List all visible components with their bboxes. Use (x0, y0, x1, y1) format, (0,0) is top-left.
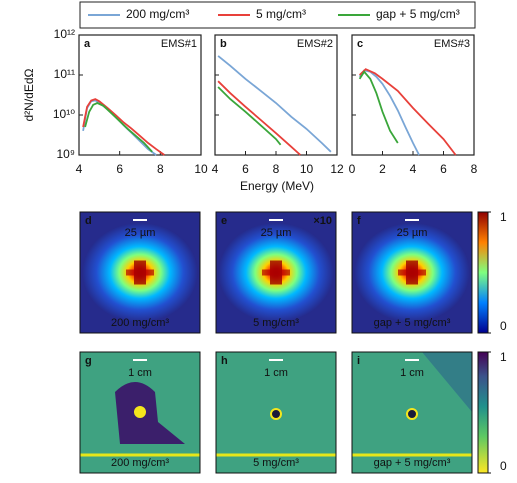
x-tick-label: 10 (300, 162, 314, 176)
series-line (358, 70, 399, 144)
x-tick-label: 10 (194, 162, 208, 176)
legend-box (79, 1, 476, 29)
scale-label: 25 µm (125, 227, 156, 239)
x-tick-label: 2 (379, 162, 386, 176)
series-line (84, 102, 153, 153)
series-line (217, 86, 282, 146)
image-shadow (115, 382, 185, 444)
scale-label: 25 µm (261, 227, 292, 239)
x-axis-label: Energy (MeV) (240, 179, 314, 193)
y-tick-label: 10⁹ (57, 147, 76, 161)
x-tick-label: 12 (330, 162, 344, 176)
image-target (270, 408, 282, 420)
x-tick-label: 6 (116, 162, 123, 176)
colorbar-tick-label: 0 (500, 319, 507, 333)
panel-letter: b (220, 38, 227, 50)
caption: 5 mg/cm³ (253, 457, 299, 469)
panel-letter: c (357, 38, 363, 50)
colorbar-tick-label: 0 (500, 459, 507, 473)
x-tick-label: 6 (242, 162, 249, 176)
panel-annotation: EMS#1 (161, 38, 197, 50)
x-tick-label: 8 (471, 162, 478, 176)
x-tick-label: 0 (349, 162, 356, 176)
colorbar-tick-label: 1 (500, 210, 507, 224)
panel-letter: d (85, 215, 92, 227)
legend-label: 5 mg/cm³ (256, 7, 306, 21)
series-line (358, 69, 420, 156)
image-frame (351, 211, 473, 334)
series-line (217, 55, 332, 153)
factor-label: ×10 (313, 215, 332, 227)
panel-letter: a (84, 38, 91, 50)
series-line (217, 80, 302, 156)
panel-annotation: EMS#2 (297, 38, 333, 50)
image-spot (126, 269, 154, 276)
x-tick-label: 4 (410, 162, 417, 176)
colorbar (477, 351, 489, 474)
scale-label: 1 cm (400, 367, 424, 379)
scale-label: 1 cm (128, 367, 152, 379)
legend-label: gap + 5 mg/cm³ (376, 7, 460, 21)
panel-annotation: EMS#3 (434, 38, 470, 50)
image-target (134, 406, 146, 418)
panel-letter: f (357, 215, 361, 227)
image-spot (262, 269, 290, 276)
panel-letter: g (85, 355, 92, 367)
panel-letter: e (221, 215, 227, 227)
caption: gap + 5 mg/cm³ (374, 317, 451, 329)
plot-frame (78, 34, 202, 156)
scale-label: 1 cm (264, 367, 288, 379)
panel-letter: h (221, 355, 228, 367)
y-tick-label: 10¹¹ (54, 67, 75, 81)
image-target (406, 408, 418, 420)
x-tick-label: 8 (273, 162, 280, 176)
series-line (82, 99, 157, 156)
legend-label: 200 mg/cm³ (126, 7, 189, 21)
caption: 200 mg/cm³ (111, 457, 169, 469)
plot-frame (351, 34, 475, 156)
y-tick-label: 10¹² (54, 27, 75, 41)
scale-label: 25 µm (397, 227, 428, 239)
image-frame (79, 351, 201, 474)
x-tick-label: 6 (440, 162, 447, 176)
panel-letter: i (357, 355, 360, 367)
caption: 5 mg/cm³ (253, 317, 299, 329)
series-line (358, 68, 457, 156)
colorbar-tick-label: 1 (500, 350, 507, 364)
image-frame (215, 351, 337, 474)
image-frame (79, 211, 201, 334)
x-tick-label: 4 (76, 162, 83, 176)
image-shadow (422, 352, 472, 412)
y-axis-label: d²N/dEdΩ (22, 68, 36, 121)
x-tick-label: 4 (212, 162, 219, 176)
caption: gap + 5 mg/cm³ (374, 457, 451, 469)
image-frame (215, 211, 337, 334)
colorbar (477, 211, 489, 334)
image-spot (398, 269, 426, 276)
y-tick-label: 10¹⁰ (53, 107, 75, 121)
x-tick-label: 8 (157, 162, 164, 176)
series-line (82, 98, 165, 156)
image-frame (351, 351, 473, 474)
caption: 200 mg/cm³ (111, 317, 169, 329)
